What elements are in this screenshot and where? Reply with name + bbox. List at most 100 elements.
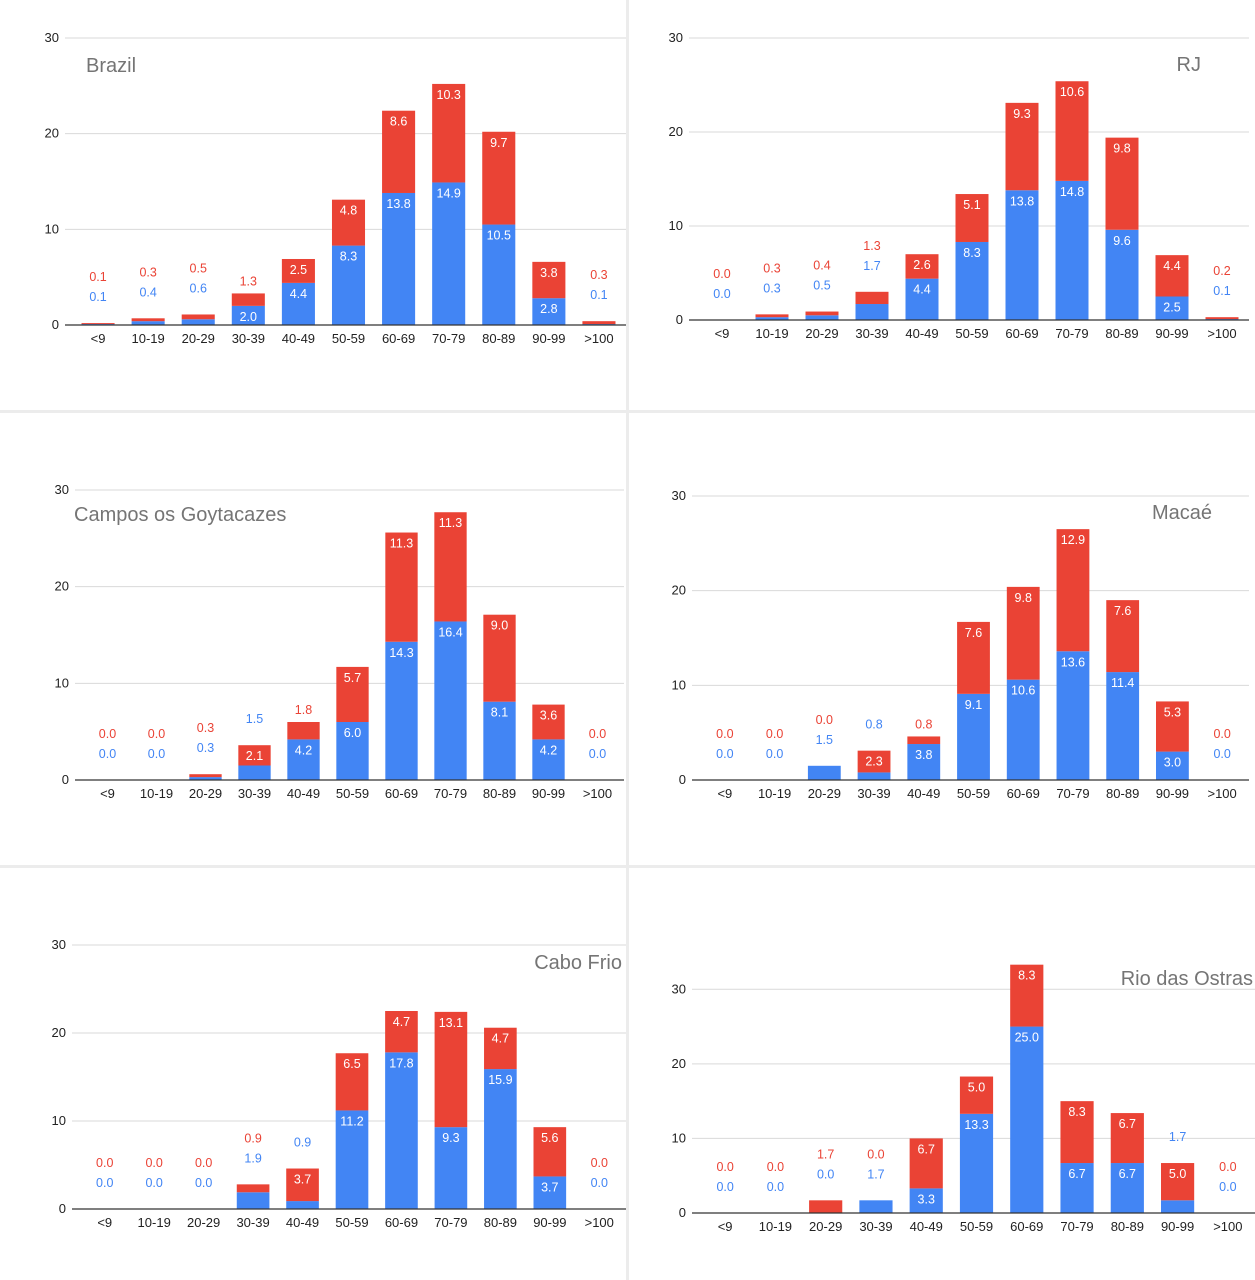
data-label-red: 8.3 <box>1018 969 1035 983</box>
x-tick-label: 70-79 <box>1056 786 1089 801</box>
x-tick-label: <9 <box>717 786 732 801</box>
data-label-blue: 4.4 <box>290 287 307 301</box>
x-tick-label: 40-49 <box>910 1219 943 1234</box>
bar-segment-blue <box>855 304 889 320</box>
bar-segment-red <box>532 704 565 740</box>
data-label-red: 3.7 <box>294 1173 311 1187</box>
bar-segment-blue <box>336 722 369 780</box>
data-label-red: 6.5 <box>343 1057 360 1071</box>
data-label-blue: 1.9 <box>244 1151 261 1165</box>
x-tick-label: 70-79 <box>1055 326 1088 341</box>
x-tick-label: 30-39 <box>857 786 890 801</box>
data-label-blue: 10.6 <box>1011 684 1035 698</box>
bar-segment-red <box>905 254 939 279</box>
chart-panel-rio-das-ostras: 0 10 20 30 Rio das Ostras 0.0 0.0 <9 0.0 0.0 10-19… <box>629 868 1255 1280</box>
bar-segment-blue <box>286 1201 319 1209</box>
data-label-red: 8.3 <box>1068 1105 1085 1119</box>
data-label-blue: 0.0 <box>145 1176 162 1190</box>
y-tick-label: 0 <box>59 1201 66 1216</box>
data-label-red: 1.7 <box>817 1147 834 1161</box>
bar-segment-blue <box>484 1069 517 1209</box>
x-tick-label: 70-79 <box>432 331 465 346</box>
bar-segment-red <box>1155 701 1189 752</box>
bar-segment-red <box>432 83 466 183</box>
y-tick-label: 10 <box>55 675 69 690</box>
data-label-red: 0.0 <box>716 727 733 741</box>
data-label-red: 5.6 <box>541 1131 558 1145</box>
bar-segment-red <box>755 314 789 318</box>
data-label-blue: 9.3 <box>442 1131 459 1145</box>
bar-segment-red <box>955 194 989 242</box>
bar-segment-blue <box>533 1176 567 1209</box>
x-tick-label: 60-69 <box>382 331 415 346</box>
bar-segment-red <box>189 774 222 778</box>
bar-segment-red <box>483 614 516 702</box>
data-label-red: 10.6 <box>1060 85 1084 99</box>
x-tick-label: 90-99 <box>532 331 565 346</box>
y-tick-label: 20 <box>672 1056 686 1071</box>
bar-segment-red <box>907 736 941 745</box>
data-label-red: 2.5 <box>290 263 307 277</box>
bar-segment-blue <box>385 641 418 780</box>
data-label-red: 4.8 <box>340 204 357 218</box>
x-tick-label: 30-39 <box>236 1215 269 1230</box>
data-label-blue: 15.9 <box>488 1073 512 1087</box>
bar-segment-blue <box>287 739 320 780</box>
bar-segment-blue <box>1010 1026 1044 1213</box>
y-tick-label: 20 <box>55 579 69 594</box>
x-tick-label: <9 <box>718 1219 733 1234</box>
bar-segment-red <box>1055 81 1089 181</box>
data-label-red: 9.8 <box>1113 142 1130 156</box>
bar-segment-blue <box>382 192 416 325</box>
bar-segment-blue <box>1155 751 1189 780</box>
y-tick-label: 20 <box>45 126 59 141</box>
bar-segment-blue <box>1005 190 1039 320</box>
bar-segment-red <box>533 1127 567 1177</box>
x-tick-label: >100 <box>584 331 613 346</box>
data-label-blue: 0.0 <box>713 287 730 301</box>
x-tick-label: 60-69 <box>1005 326 1038 341</box>
chart-panel-brazil: 0 10 20 30 Brazil 0.1 0.1 <9 0.4 0.3 10-19 0.6 0.5 20… <box>0 0 626 410</box>
x-tick-label: 40-49 <box>905 326 938 341</box>
data-label-blue: 0.0 <box>591 1176 608 1190</box>
data-label-blue: 1.5 <box>816 733 833 747</box>
x-tick-label: 20-29 <box>808 786 841 801</box>
x-tick-label: <9 <box>715 326 730 341</box>
x-tick-label: 60-69 <box>1007 786 1040 801</box>
bar-segment-blue <box>1106 672 1140 780</box>
data-label-blue: 0.0 <box>99 747 116 761</box>
data-label-red: 4.4 <box>1163 259 1180 273</box>
data-label-red: 10.3 <box>437 88 461 102</box>
x-tick-label: 20-29 <box>805 326 838 341</box>
chart-panel-campos: 0 10 20 30 Campos os Goytacazes 0.0 0.0 <9 0.0 0.… <box>0 413 626 865</box>
bar-segment-blue <box>807 765 841 780</box>
data-label-blue: 4.2 <box>540 743 557 757</box>
data-label-blue: 9.6 <box>1113 234 1130 248</box>
x-tick-label: 10-19 <box>755 326 788 341</box>
bar-segment-red <box>236 1184 270 1193</box>
chart-title: RJ <box>1177 54 1201 76</box>
data-label-red: 0.0 <box>1213 727 1230 741</box>
data-label-blue: 13.6 <box>1061 655 1085 669</box>
bar-chart-svg: 0 10 20 30 RJ 0.0 0.0 <9 0.3 0.3 10-19 0.5 0.4 20-29 1… <box>669 30 1249 341</box>
bar-segment-red <box>1056 529 1090 652</box>
x-tick-label: 90-99 <box>533 1215 566 1230</box>
x-tick-label: 80-89 <box>1106 786 1139 801</box>
bar-segment-blue <box>805 315 839 320</box>
data-label-blue: 8.3 <box>963 246 980 260</box>
data-label-red: 1.8 <box>295 703 312 717</box>
data-label-blue: 3.7 <box>541 1180 558 1194</box>
bar-segment-red <box>957 621 990 694</box>
data-label-red: 11.3 <box>439 516 462 530</box>
bar-segment-red <box>336 666 369 722</box>
bar-segment-blue <box>907 744 941 780</box>
data-label-blue: 1.7 <box>863 259 880 273</box>
data-label-blue: 0.0 <box>589 747 606 761</box>
y-tick-label: 30 <box>55 482 69 497</box>
data-label-blue: 0.5 <box>813 279 830 293</box>
data-label-red: 0.0 <box>96 1156 113 1170</box>
x-tick-label: 70-79 <box>434 786 467 801</box>
chart-panel-rj: 0 10 20 30 RJ 0.0 0.0 <9 0.3 0.3 10-19 0.5 0.4 20-29 1… <box>629 0 1255 410</box>
bar-segment-red <box>382 110 416 193</box>
bar-chart-svg: 0 10 20 30 Brazil 0.1 0.1 <9 0.4 0.3 10-19 0.6 0.5 20… <box>45 30 626 346</box>
